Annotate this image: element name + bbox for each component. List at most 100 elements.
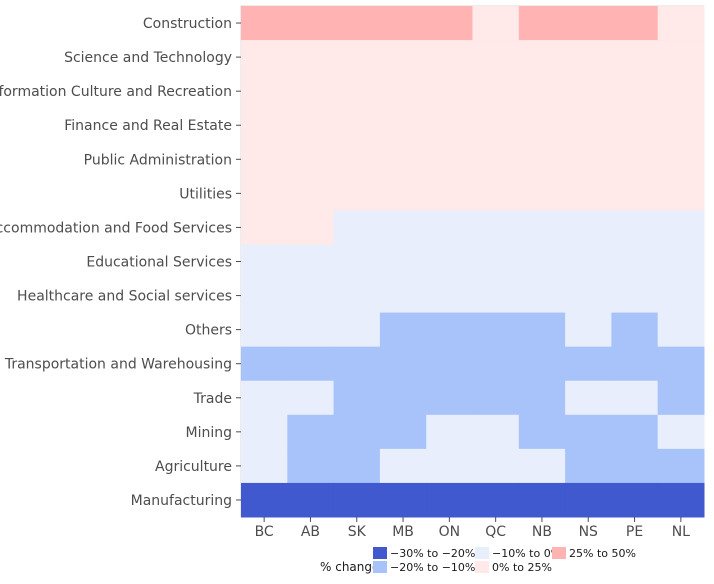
heatmap-cell <box>241 176 288 211</box>
legend-label: −10% to 0% <box>492 547 561 560</box>
heatmap-cell <box>611 176 659 211</box>
heatmap-cell <box>379 74 427 109</box>
heatmap-cell <box>565 108 612 143</box>
x-tick-label: MB <box>392 524 414 540</box>
heatmap-cell <box>379 380 427 416</box>
heatmap-cell <box>518 482 566 518</box>
heatmap-cell <box>333 414 381 450</box>
heatmap-cell <box>333 312 381 348</box>
heatmap-cell <box>333 6 381 41</box>
y-tick-label: Healthcare and Social services <box>17 289 232 305</box>
heatmap-cell <box>565 414 612 450</box>
y-tick-label: Educational Services <box>86 255 232 271</box>
heatmap-cell <box>472 108 520 143</box>
x-tick-label: BC <box>255 524 274 540</box>
heatmap-cell <box>518 448 566 484</box>
heatmap-cell <box>241 142 288 177</box>
heatmap-cell <box>472 346 520 382</box>
heatmap-cell <box>565 176 612 211</box>
heatmap-cell <box>611 74 659 109</box>
heatmap-cell <box>426 210 473 245</box>
heatmap-cell <box>379 346 427 382</box>
heatmap-cell <box>333 448 381 484</box>
heatmap-cell <box>379 448 427 484</box>
x-axis: BC AB SK MB ON QC NB NS PE NL <box>255 517 690 540</box>
heatmap-cell <box>657 176 705 211</box>
heatmap-cell <box>565 142 612 177</box>
heatmap-cell <box>565 40 612 75</box>
heatmap-cell <box>287 6 335 41</box>
heatmap-cell <box>657 380 705 416</box>
heatmap-cell <box>565 346 612 382</box>
heatmap-cell <box>565 312 612 348</box>
heatmap-cell <box>657 244 705 280</box>
y-tick-label: Science and Technology <box>64 50 232 66</box>
heatmap-cell <box>241 312 288 348</box>
heatmap-cell <box>241 448 288 484</box>
heatmap-cell <box>611 312 659 348</box>
heatmap-cell <box>518 40 566 75</box>
heatmap-cell <box>287 108 335 143</box>
heatmap-cell <box>657 482 705 518</box>
heatmap-cell <box>379 108 427 143</box>
heatmap-cell <box>472 210 520 245</box>
legend-label: 25% to 50% <box>569 547 636 560</box>
heatmap-cell <box>472 482 520 518</box>
heatmap-cell <box>472 142 520 177</box>
heatmap-cell <box>518 74 566 109</box>
heatmap-cell <box>657 312 705 348</box>
heatmap-cell <box>426 414 473 450</box>
y-tick-label: Public Administration <box>84 152 232 168</box>
heatmap-cell <box>241 414 288 450</box>
heatmap-cell <box>657 210 705 245</box>
heatmap-cell <box>426 108 473 143</box>
heatmap-cell <box>333 142 381 177</box>
heatmap-cell <box>657 40 705 75</box>
heatmap-cell <box>518 6 566 41</box>
heatmap-cell <box>426 176 473 211</box>
heatmap-cell <box>379 210 427 245</box>
heatmap-cell <box>657 6 705 41</box>
heatmap-cell <box>333 278 381 314</box>
x-tick-label: NB <box>532 524 552 540</box>
heatmap-cell <box>333 40 381 75</box>
heatmap-cell <box>287 74 335 109</box>
heatmap-cell <box>565 244 612 280</box>
heatmap-cell <box>472 176 520 211</box>
heatmap-cell <box>287 346 335 382</box>
heatmap-cell <box>611 6 659 41</box>
heatmap-cell <box>472 244 520 280</box>
heatmap-cell <box>379 6 427 41</box>
heatmap-cell <box>426 482 473 518</box>
heatmap-cell <box>657 142 705 177</box>
legend-key <box>552 547 566 559</box>
y-tick-label: Others <box>185 323 232 339</box>
heatmap-cell <box>657 278 705 314</box>
heatmap-cell <box>565 482 612 518</box>
heatmap-cell <box>472 40 520 75</box>
heatmap-cell <box>241 244 288 280</box>
heatmap-cell <box>287 210 335 245</box>
heatmap-cell <box>611 346 659 382</box>
heatmap-cell <box>657 414 705 450</box>
heatmap-cell <box>611 482 659 518</box>
heatmap-cell <box>426 278 473 314</box>
heatmap-cell <box>287 482 335 518</box>
heatmap-cell <box>611 40 659 75</box>
heatmap-cell <box>611 414 659 450</box>
heatmap-cell <box>426 380 473 416</box>
heatmap-cell <box>472 448 520 484</box>
heatmap-cell <box>379 40 427 75</box>
heatmap-cell <box>657 448 705 484</box>
heatmap-cell <box>379 482 427 518</box>
heatmap-cell <box>518 176 566 211</box>
heatmap-cell <box>518 278 566 314</box>
heatmap-cell <box>379 312 427 348</box>
y-tick-label: Construction <box>143 16 232 32</box>
x-tick-label: PE <box>626 524 643 540</box>
heatmap-cell <box>565 278 612 314</box>
heatmap-cell <box>241 278 288 314</box>
heatmap-cell <box>565 74 612 109</box>
legend-key <box>475 561 489 573</box>
heatmap-cell <box>426 142 473 177</box>
